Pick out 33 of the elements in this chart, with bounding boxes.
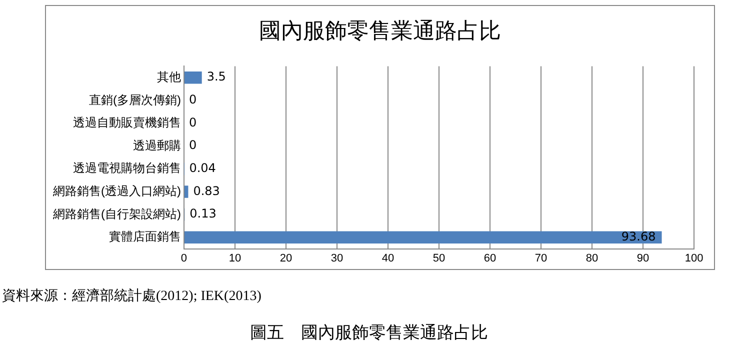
x-tick-label: 40 <box>382 252 394 264</box>
x-tick-label: 80 <box>586 252 598 264</box>
data-label: 0 <box>188 92 197 107</box>
x-tick-label: 20 <box>280 252 292 264</box>
x-tick-label: 70 <box>534 252 548 264</box>
x-tick-label: 10 <box>228 252 242 264</box>
y-tick-label: 網路銷售(自行架設網站) <box>52 206 181 221</box>
text: 圖五 國內服飾零售業通路占比 <box>249 322 489 344</box>
data-label: 93.68 <box>621 230 656 244</box>
x-tick-label: 30 <box>330 252 344 264</box>
x-tick-label: 0 <box>180 252 188 264</box>
bar <box>184 71 202 84</box>
chart-title: 國內服飾零售業通路占比 <box>258 18 502 46</box>
y-tick-label: 網路銷售(透過入口網站) <box>52 184 181 198</box>
y-tick-label: 透過自動販賣機銷售 <box>72 116 181 130</box>
bar <box>184 186 188 198</box>
data-label: 0.13 <box>190 206 216 221</box>
x-tick-label: 90 <box>636 252 650 264</box>
y-tick-label: 實體店面銷售 <box>108 230 181 244</box>
y-tick-label: 透過電視購物台銷售 <box>72 161 181 176</box>
x-tick-label: 100 <box>684 252 704 264</box>
y-tick-label: 其他 <box>156 70 181 84</box>
bar <box>184 231 662 244</box>
x-tick-label: 50 <box>432 252 446 264</box>
data-label: 3.5 <box>206 70 226 84</box>
data-label: 0 <box>188 115 197 130</box>
data-label: 0.04 <box>189 161 216 176</box>
data-label: 0.83 <box>193 184 220 198</box>
x-tick-label: 60 <box>484 252 496 264</box>
y-tick-label: 直銷(多層次傳銷) <box>88 92 181 107</box>
data-label: 0 <box>188 138 197 152</box>
source-note: 資料來源：經濟部統計處(2012); IEK(2013) <box>2 287 262 305</box>
y-tick-label: 透過郵購 <box>132 138 181 152</box>
